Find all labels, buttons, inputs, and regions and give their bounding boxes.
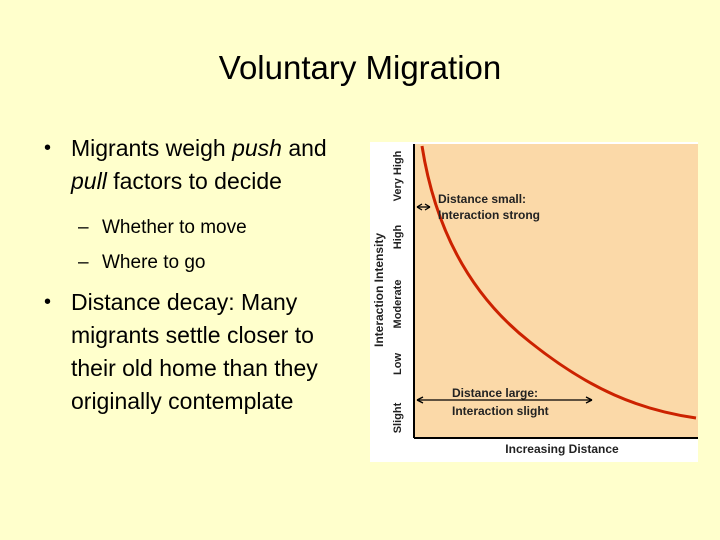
y-tick-label: Slight [392, 402, 404, 433]
annotation-slight-line1: Distance large: [452, 386, 538, 400]
dash-icon: – [78, 252, 89, 273]
dash-icon: – [78, 217, 89, 238]
plot-background [414, 144, 698, 438]
sub-bullet-list: – Whether to move – Where to go [44, 210, 354, 280]
slide-title: Voluntary Migration [218, 49, 502, 86]
y-tick-label: High [392, 225, 404, 250]
annotation-strong-line2: Interaction strong [438, 208, 540, 222]
sub-bullet-text: Where to go [102, 252, 206, 273]
y-tick-label: Very High [392, 150, 404, 201]
bullet-text-part: Migrants weigh [71, 135, 233, 161]
distance-decay-curve [420, 145, 697, 420]
bullet-text: Distance decay: Many migrants settle clo… [71, 289, 318, 414]
bullet-emphasis-push: push [232, 135, 282, 161]
distance-decay-chart: Interaction Intensity Slight Low Moderat… [370, 142, 698, 462]
bullet-text-part: and [281, 135, 327, 161]
bullet-emphasis-pull: pull [71, 168, 107, 194]
bullet-item: • Distance decay: Many migrants settle c… [44, 286, 354, 418]
arrowhead-icon [416, 203, 431, 211]
sub-bullet-text: Whether to move [102, 217, 247, 238]
arrowhead-icon [416, 396, 593, 404]
y-axis-title: Interaction Intensity [372, 233, 386, 347]
annotation-strong-line1: Distance small: [438, 192, 526, 206]
bullet-icon: • [44, 137, 52, 159]
bullet-text: Migrants weigh push and pull factors to … [71, 135, 327, 194]
x-axis-title: Increasing Distance [505, 442, 619, 456]
bullet-icon: • [44, 291, 52, 313]
bullet-list: • Migrants weigh push and pull factors t… [44, 132, 354, 430]
bullet-item: • Migrants weigh push and pull factors t… [44, 132, 354, 198]
y-tick-label: Moderate [392, 280, 404, 329]
sub-bullet-item: – Where to go [44, 245, 354, 280]
sub-bullet-item: – Whether to move [44, 210, 354, 245]
chart-svg: Interaction Intensity Slight Low Moderat… [372, 144, 698, 456]
y-tick-label: Low [392, 353, 404, 375]
annotation-slight-line2: Interaction slight [452, 404, 549, 418]
bullet-text-part: factors to decide [106, 168, 282, 194]
